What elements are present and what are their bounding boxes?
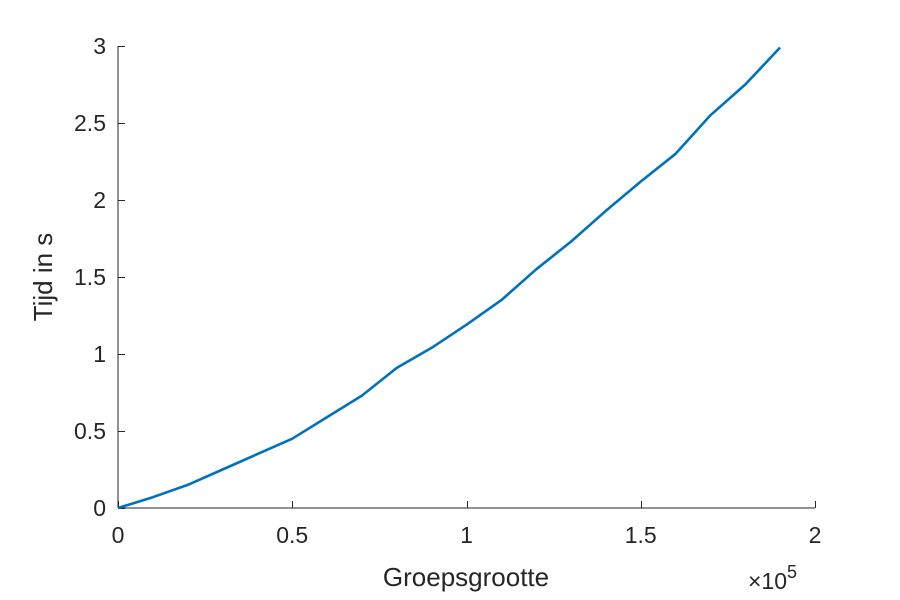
y-tick-label: 3 xyxy=(93,33,106,59)
y-tick-label: 0 xyxy=(93,495,106,521)
x-tick-label: 1.5 xyxy=(625,522,657,548)
x-axis-exponent: ×105 xyxy=(748,562,797,594)
x-axis-label: Groepsgrootte xyxy=(383,562,549,592)
y-tick-label: 1 xyxy=(93,341,106,367)
x-axis-exponent-base: ×10 xyxy=(748,568,787,594)
x-tick-label: 0 xyxy=(112,522,125,548)
y-tick-label: 2.5 xyxy=(74,110,106,136)
y-tick-label: 0.5 xyxy=(74,418,106,444)
y-axis-label: Tijd in s xyxy=(28,233,58,322)
x-axis-exponent-power: 5 xyxy=(787,562,797,582)
series-line xyxy=(117,46,782,510)
x-tick-label: 2 xyxy=(809,522,822,548)
ticks: 0 0.5 1 1.5 2 0 0.5 1 1.5 2 2.5 3 xyxy=(74,33,821,548)
y-tick-label: 1.5 xyxy=(74,264,106,290)
series xyxy=(117,46,782,510)
x-tick-label: 0.5 xyxy=(276,522,308,548)
y-tick-label: 2 xyxy=(93,187,106,213)
x-tick-label: 1 xyxy=(460,522,473,548)
